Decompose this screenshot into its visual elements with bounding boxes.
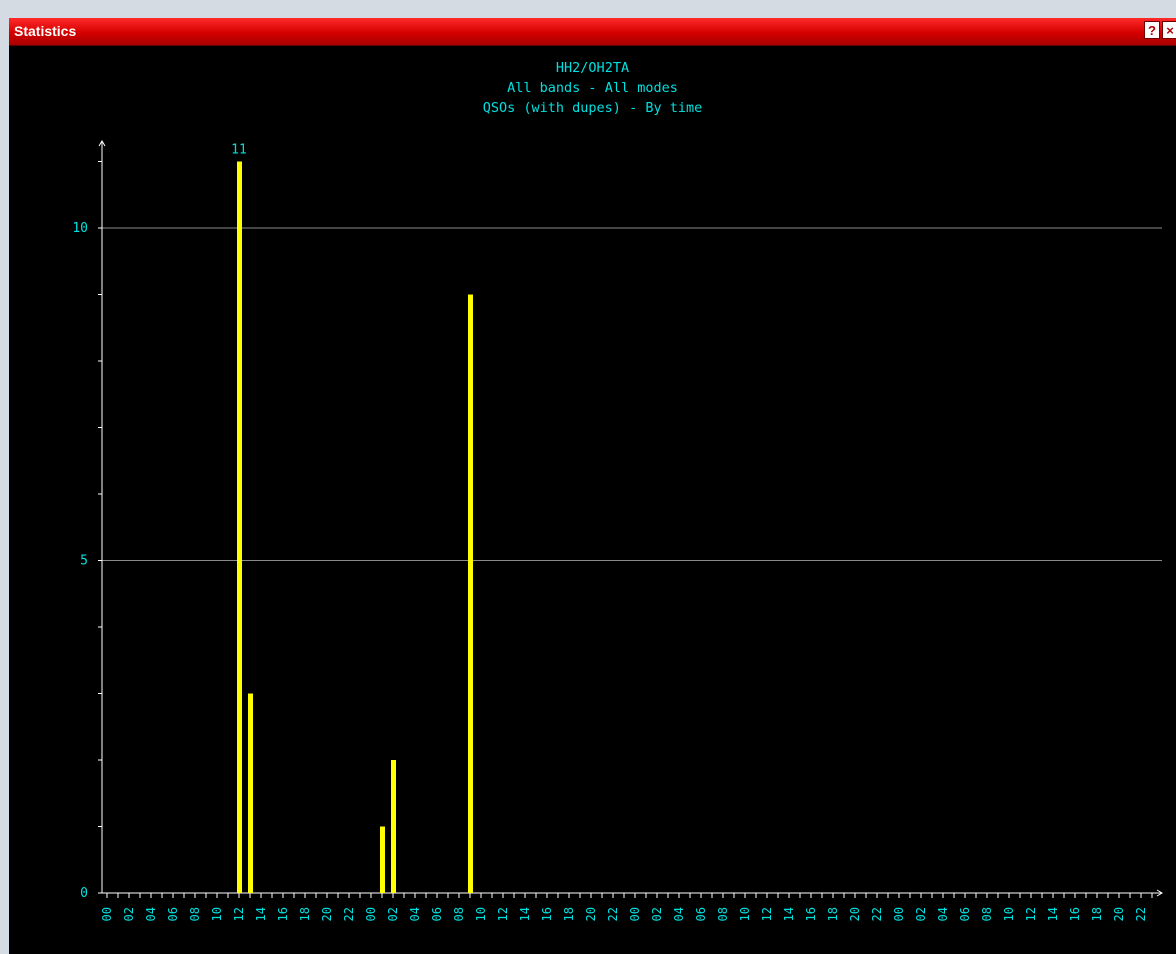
x-tick-label: 10 bbox=[738, 907, 752, 921]
x-axis-arrow bbox=[1156, 889, 1163, 897]
chart-subtitle-bands: All bands - All modes bbox=[507, 80, 678, 96]
x-tick-label: 08 bbox=[188, 907, 202, 921]
x-tick-label: 20 bbox=[848, 907, 862, 921]
x-tick-label: 20 bbox=[320, 907, 334, 921]
y-tick-label: 5 bbox=[80, 554, 88, 569]
x-tick-label: 08 bbox=[716, 907, 730, 921]
x-tick-label: 08 bbox=[980, 907, 994, 921]
x-tick-label: 00 bbox=[892, 907, 906, 921]
x-tick-label: 16 bbox=[276, 907, 290, 921]
chart-subtitle-mode: QSOs (with dupes) - By time bbox=[482, 100, 703, 116]
x-tick-label: 20 bbox=[584, 907, 598, 921]
x-tick-label: 04 bbox=[408, 907, 422, 921]
x-tick-label: 22 bbox=[606, 907, 620, 921]
x-tick-label: 22 bbox=[342, 907, 356, 921]
bar bbox=[468, 294, 473, 893]
x-tick-label: 02 bbox=[386, 907, 400, 921]
x-tick-label: 22 bbox=[870, 907, 884, 921]
x-tick-label: 00 bbox=[100, 907, 114, 921]
x-tick-label: 14 bbox=[518, 907, 532, 921]
help-button[interactable]: ? bbox=[1144, 21, 1160, 39]
x-tick-label: 16 bbox=[540, 907, 554, 921]
x-tick-label: 12 bbox=[1024, 907, 1038, 921]
max-value-label: 11 bbox=[231, 143, 247, 158]
x-tick-label: 12 bbox=[760, 907, 774, 921]
title-bar[interactable]: Statistics ? × bbox=[9, 18, 1176, 46]
x-tick-label: 04 bbox=[144, 907, 158, 921]
x-tick-label: 06 bbox=[958, 907, 972, 921]
x-tick-label: 10 bbox=[1002, 907, 1016, 921]
x-tick-label: 10 bbox=[474, 907, 488, 921]
y-axis-arrow bbox=[98, 140, 106, 147]
x-tick-label: 22 bbox=[1134, 907, 1148, 921]
x-tick-label: 12 bbox=[496, 907, 510, 921]
x-tick-label: 12 bbox=[232, 907, 246, 921]
x-tick-label: 18 bbox=[298, 907, 312, 921]
statistics-window: Statistics ? × HH2/OH2TA All bands - All… bbox=[9, 18, 1176, 954]
x-tick-label: 18 bbox=[562, 907, 576, 921]
bar bbox=[391, 760, 396, 893]
x-tick-label: 02 bbox=[914, 907, 928, 921]
bar bbox=[380, 826, 385, 893]
x-tick-label: 06 bbox=[166, 907, 180, 921]
x-tick-label: 02 bbox=[650, 907, 664, 921]
x-tick-label: 18 bbox=[826, 907, 840, 921]
x-tick-label: 10 bbox=[210, 907, 224, 921]
x-tick-label: 00 bbox=[364, 907, 378, 921]
y-tick-label: 10 bbox=[72, 221, 88, 236]
x-tick-label: 18 bbox=[1090, 907, 1104, 921]
x-tick-label: 14 bbox=[1046, 907, 1060, 921]
x-tick-label: 06 bbox=[694, 907, 708, 921]
x-tick-label: 00 bbox=[628, 907, 642, 921]
x-tick-label: 02 bbox=[122, 907, 136, 921]
chart-plot-area: 0 5 10 00 02 04 06 08 10 12 14 16 18 20 22 00 02 04 06 08 10… bbox=[72, 140, 1163, 921]
x-tick-label: 20 bbox=[1112, 907, 1126, 921]
x-tick-label: 04 bbox=[672, 907, 686, 921]
x-tick-label: 16 bbox=[1068, 907, 1082, 921]
window-title: Statistics bbox=[14, 23, 77, 39]
x-tick-label: 14 bbox=[782, 907, 796, 921]
close-button[interactable]: × bbox=[1162, 21, 1176, 39]
bar bbox=[237, 161, 242, 893]
bar bbox=[248, 693, 253, 893]
x-tick-label: 04 bbox=[936, 907, 950, 921]
x-tick-label: 16 bbox=[804, 907, 818, 921]
x-tick-label: 06 bbox=[430, 907, 444, 921]
x-tick-label: 08 bbox=[452, 907, 466, 921]
x-tick-label: 14 bbox=[254, 907, 268, 921]
chart-title: HH2/OH2TA bbox=[555, 60, 630, 76]
y-tick-label: 0 bbox=[80, 886, 88, 901]
